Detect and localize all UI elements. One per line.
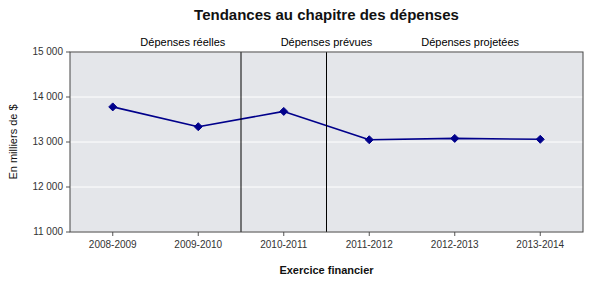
tick-label: 11 000	[33, 226, 63, 237]
tick-mark	[66, 187, 70, 188]
tick-label: 14 000	[32, 91, 63, 102]
tick-label: 2013-2014	[516, 239, 564, 250]
x-axis-label: Exercice financier	[279, 264, 374, 276]
chart: 11 00012 00013 00014 00015 0002008-20092…	[0, 0, 595, 284]
tick-label: 2009-2010	[174, 239, 222, 250]
tick-mark	[66, 52, 70, 53]
plot-background	[70, 52, 583, 232]
section-label: Dépenses réelles	[140, 36, 225, 48]
marker	[194, 123, 202, 131]
tick-mark	[66, 97, 70, 98]
data-layer	[109, 52, 545, 232]
tick-mark	[454, 232, 455, 236]
title: Tendances au chapitre des dépenses	[194, 6, 459, 23]
plot-frame	[70, 52, 583, 232]
tick-mark	[112, 232, 113, 236]
marker	[536, 135, 544, 143]
marker	[280, 107, 288, 115]
tick-mark	[66, 142, 70, 143]
tick-mark	[283, 232, 284, 236]
marker	[365, 136, 373, 144]
tick-mark	[369, 232, 370, 236]
tick-label: 2008-2009	[89, 239, 137, 250]
marker	[451, 134, 459, 142]
y-axis-label: En milliers de $	[7, 104, 19, 179]
section-label: Dépenses prévues	[281, 36, 373, 48]
chart-container: 11 00012 00013 00014 00015 0002008-20092…	[0, 0, 595, 284]
tick-label: 2012-2013	[431, 239, 479, 250]
marker	[109, 103, 117, 111]
separator-line	[326, 52, 327, 232]
tick-label: 2010-2011	[260, 239, 308, 250]
y-axis: 11 000 12 000 13 000 14 000 15 000	[32, 46, 583, 237]
tick-label: 13 000	[32, 136, 63, 147]
separator-line	[241, 52, 242, 232]
tick-label: 2011-2012	[346, 239, 394, 250]
tick-mark	[540, 232, 541, 236]
section-label: Dépenses projetées	[421, 36, 519, 48]
x-axis: 2008-2009 2009-2010 2010-2011 2011-2012 2012…	[89, 232, 565, 250]
tick-label: 12 000	[32, 181, 63, 192]
tick-mark	[66, 232, 70, 233]
tick-mark	[198, 232, 199, 236]
tick-label: 15 000	[32, 46, 63, 57]
